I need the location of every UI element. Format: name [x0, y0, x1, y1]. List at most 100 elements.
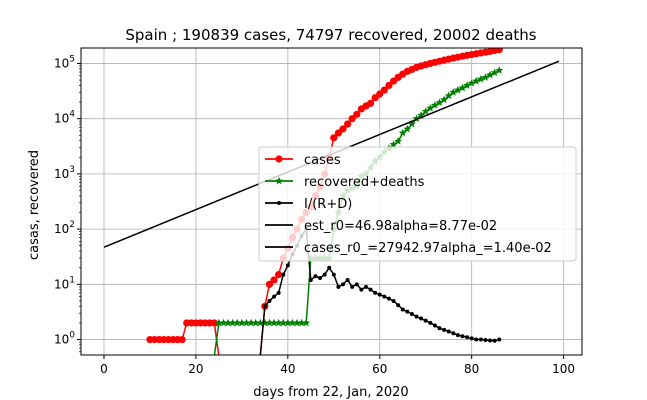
legend-entry: cases_r0_=27942.97alpha_=1.40e-02: [265, 241, 552, 256]
data-point: [359, 287, 364, 292]
data-point: [423, 318, 428, 323]
data-point: [492, 338, 497, 343]
x-tick-label: 20: [188, 362, 203, 376]
data-point: [444, 91, 453, 100]
data-point: [486, 70, 495, 79]
data-point: [272, 294, 277, 299]
data-point: [339, 125, 347, 133]
data-point: [297, 318, 306, 327]
data-point: [331, 272, 336, 277]
data-point: [270, 318, 279, 327]
data-point: [483, 338, 488, 343]
data-point: [380, 86, 388, 94]
data-point: [210, 319, 218, 327]
data-point: [262, 304, 267, 309]
data-point: [449, 88, 458, 96]
data-point: [256, 318, 265, 327]
y-axis-label: casas, recovered: [27, 150, 42, 260]
data-point: [405, 309, 410, 314]
data-point: [242, 318, 251, 327]
data-point: [426, 103, 435, 112]
data-point: [391, 298, 396, 303]
data-point: [345, 277, 350, 282]
y-tick-label: 105: [54, 54, 75, 70]
data-point: [442, 327, 447, 332]
data-point: [354, 282, 359, 287]
data-point: [495, 48, 503, 54]
plot-frame: [80, 47, 583, 356]
data-point: [336, 284, 341, 289]
data-point: [476, 74, 485, 83]
legend-marker: [277, 201, 281, 205]
data-point: [465, 335, 470, 340]
data-point: [469, 336, 474, 341]
data-point: [386, 296, 391, 301]
data-point: [398, 128, 407, 137]
data-point: [219, 318, 228, 327]
data-point: [281, 272, 286, 277]
x-tick-label: 100: [552, 362, 575, 376]
data-point: [293, 318, 302, 327]
legend-label: cases_r0_=27942.97alpha_=1.40e-02: [304, 241, 552, 256]
data-point: [308, 277, 313, 282]
data-point: [385, 81, 393, 90]
data-point: [368, 287, 373, 292]
data-point: [394, 137, 403, 145]
data-point: [490, 68, 499, 77]
y-tick-label: 100: [54, 331, 75, 347]
data-point: [396, 303, 401, 308]
data-point: [274, 318, 283, 327]
x-tick-label: 60: [372, 362, 387, 376]
data-point: [283, 318, 292, 327]
data-point: [407, 119, 416, 128]
data-point: [366, 99, 375, 107]
data-point: [350, 284, 355, 289]
x-axis: 0 20 40 60 80 100: [100, 355, 575, 376]
data-point: [488, 338, 493, 343]
data-point: [363, 284, 368, 289]
y-tick-label: 101: [54, 275, 75, 291]
y-tick-label: 103: [54, 165, 75, 181]
data-point: [495, 66, 504, 74]
data-point: [460, 334, 465, 339]
x-tick-label: 40: [280, 362, 295, 376]
data-point: [285, 263, 290, 268]
data-point: [435, 98, 444, 107]
legend-entry: est_r0=46.98alpha=8.77e-02: [265, 219, 497, 234]
data-point: [451, 331, 456, 336]
data-point: [403, 124, 412, 133]
data-point: [428, 320, 433, 325]
series-2: [259, 226, 502, 355]
legend-entry: I/(R+D): [265, 197, 352, 212]
y-tick-label: 102: [54, 220, 75, 236]
legend-box: [258, 146, 577, 262]
data-point: [214, 318, 223, 327]
data-point: [247, 318, 256, 327]
data-point: [400, 307, 405, 312]
data-point: [478, 337, 483, 342]
data-point: [389, 140, 398, 148]
legend-entry: recovered+deaths: [265, 175, 425, 190]
data-point: [421, 107, 430, 115]
data-point: [414, 314, 419, 319]
data-point: [343, 120, 352, 128]
legend-label: cases: [304, 153, 341, 168]
y-tick-label: 104: [54, 110, 75, 126]
data-point: [267, 298, 272, 303]
data-point: [377, 292, 382, 297]
x-axis-label: days from 22, Jan, 2020: [253, 385, 408, 400]
data-point: [419, 316, 424, 321]
chart-title: Spain ; 190839 cases, 74797 recovered, 2…: [125, 26, 536, 44]
data-point: [330, 134, 338, 142]
data-point: [318, 276, 323, 281]
data-point: [233, 318, 242, 327]
data-point: [348, 115, 356, 123]
data-point: [322, 272, 327, 277]
x-tick-label: 0: [100, 362, 108, 376]
data-point: [453, 85, 462, 94]
data-point: [224, 318, 233, 327]
data-point: [228, 318, 237, 327]
data-point: [446, 329, 451, 334]
data-point: [353, 110, 361, 118]
